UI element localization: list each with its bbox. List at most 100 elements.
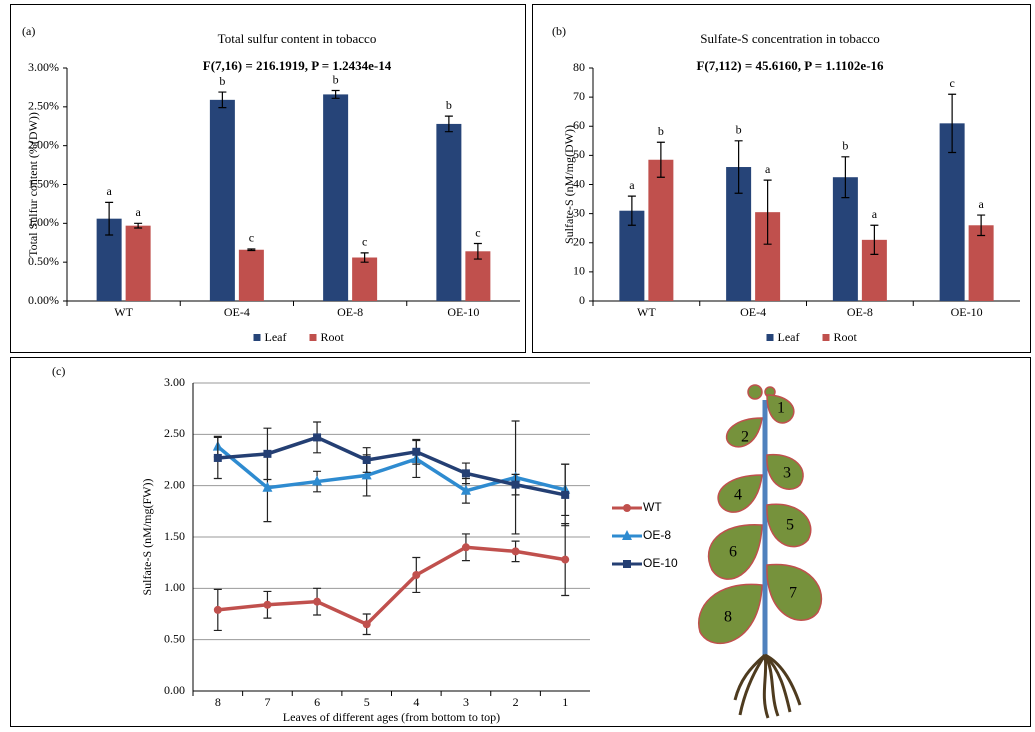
leaf-number: 3 [783,465,791,482]
x-tick-label: 8 [215,695,221,709]
legend-swatch [310,334,317,341]
legend-label: WT [643,500,662,514]
y-tick-label: 1.00 [164,580,185,594]
significance-letter: a [872,207,878,221]
point [412,571,420,579]
x-tick-label: WT [637,305,656,319]
y-tick-label: 1.00% [28,215,59,229]
point [363,620,371,628]
significance-letter: b [736,123,742,137]
chart-subtitle: F(7,16) = 216.1919, P = 1.2434e-14 [203,58,392,73]
y-tick-label: 0.50 [164,631,185,645]
point [512,547,520,555]
point [313,598,321,606]
significance-letter: a [135,205,141,219]
x-tick-label: OE-10 [951,305,983,319]
y-tick-label: 2.50 [164,426,185,440]
y-tick-label: 40 [573,176,585,190]
point [214,606,222,614]
leaf-number: 6 [729,544,737,561]
point [363,456,371,464]
x-tick-label: 1 [562,695,568,709]
x-tick-label: OE-8 [337,305,363,319]
y-tick-label: 80 [573,60,585,74]
y-tick-label: 1.50% [28,176,59,190]
y-tick-label: 2.00% [28,137,59,151]
point [313,433,321,441]
chart-title: Total sulfur content in tobacco [218,31,377,46]
leaf-number: 5 [786,517,794,534]
significance-letter: a [765,162,771,176]
bar [436,124,461,301]
y-tick-label: 0.00 [164,683,185,697]
chart-title: Sulfate-S concentration in tobacco [700,31,879,46]
panel-label: (b) [552,24,566,38]
y-tick-label: 2.50% [28,99,59,113]
x-tick-label: WT [114,305,133,319]
x-tick-label: 3 [463,695,469,709]
legend-label: OE-10 [643,556,678,570]
bar [210,100,235,301]
legend-swatch [254,334,261,341]
y-tick-label: 50 [573,147,585,161]
significance-letter: c [362,235,367,249]
significance-letter: a [629,178,635,192]
significance-letter: c [475,225,480,239]
significance-letter: b [333,72,339,86]
legend-label: Root [834,330,858,344]
bar [648,160,673,301]
legend-swatch [823,334,830,341]
legend-marker [623,504,631,512]
plant-diagram [699,385,822,718]
significance-letter: b [842,139,848,153]
x-tick-label: OE-10 [447,305,479,319]
leaf-number: 2 [741,429,749,446]
point [462,469,470,477]
y-tick-label: 30 [573,205,585,219]
x-tick-label: OE-4 [224,305,250,319]
leaf-number: 1 [777,400,785,417]
significance-letter: c [249,231,254,245]
point [263,601,271,609]
y-tick-label: 60 [573,118,585,132]
significance-letter: b [219,74,225,88]
panel-label: (a) [22,24,35,38]
point [263,450,271,458]
panel-label: (c) [52,364,65,378]
point [214,454,222,462]
y-tick-label: 3.00% [28,60,59,74]
bar [126,226,151,301]
y-tick-label: 2.00 [164,477,185,491]
x-tick-label: 6 [314,695,320,709]
y-tick-label: 10 [573,264,585,278]
legend-label: Root [321,330,345,344]
error-bar [247,249,255,251]
x-tick-label: 7 [264,695,270,709]
chart-subtitle: F(7,112) = 45.6160, P = 1.1102e-16 [696,58,884,73]
point [512,481,520,489]
x-axis-label: Leaves of different ages (from bottom to… [283,710,500,724]
leaf-number: 4 [734,487,742,504]
point [412,448,420,456]
legend-swatch [767,334,774,341]
significance-letter: a [106,184,112,198]
y-tick-label: 20 [573,235,585,249]
legend-label: OE-8 [643,528,671,542]
significance-letter: b [658,124,664,138]
y-tick-label: 0 [579,293,585,307]
series-line [218,547,565,624]
legend-marker [623,560,631,568]
significance-letter: b [446,98,452,112]
leaf-number: 8 [724,609,732,626]
point [561,556,569,564]
x-tick-label: OE-4 [740,305,766,319]
x-tick-label: 4 [413,695,419,709]
legend-label: Leaf [265,330,287,344]
leaf-number: 7 [789,585,797,602]
x-tick-label: 2 [513,695,519,709]
y-tick-label: 0.50% [28,254,59,268]
y-axis-label: Sulfate-S (nM/mg(FW)) [140,479,154,596]
y-tick-label: 3.00 [164,375,185,389]
y-tick-label: 1.50 [164,529,185,543]
bar [239,250,264,301]
